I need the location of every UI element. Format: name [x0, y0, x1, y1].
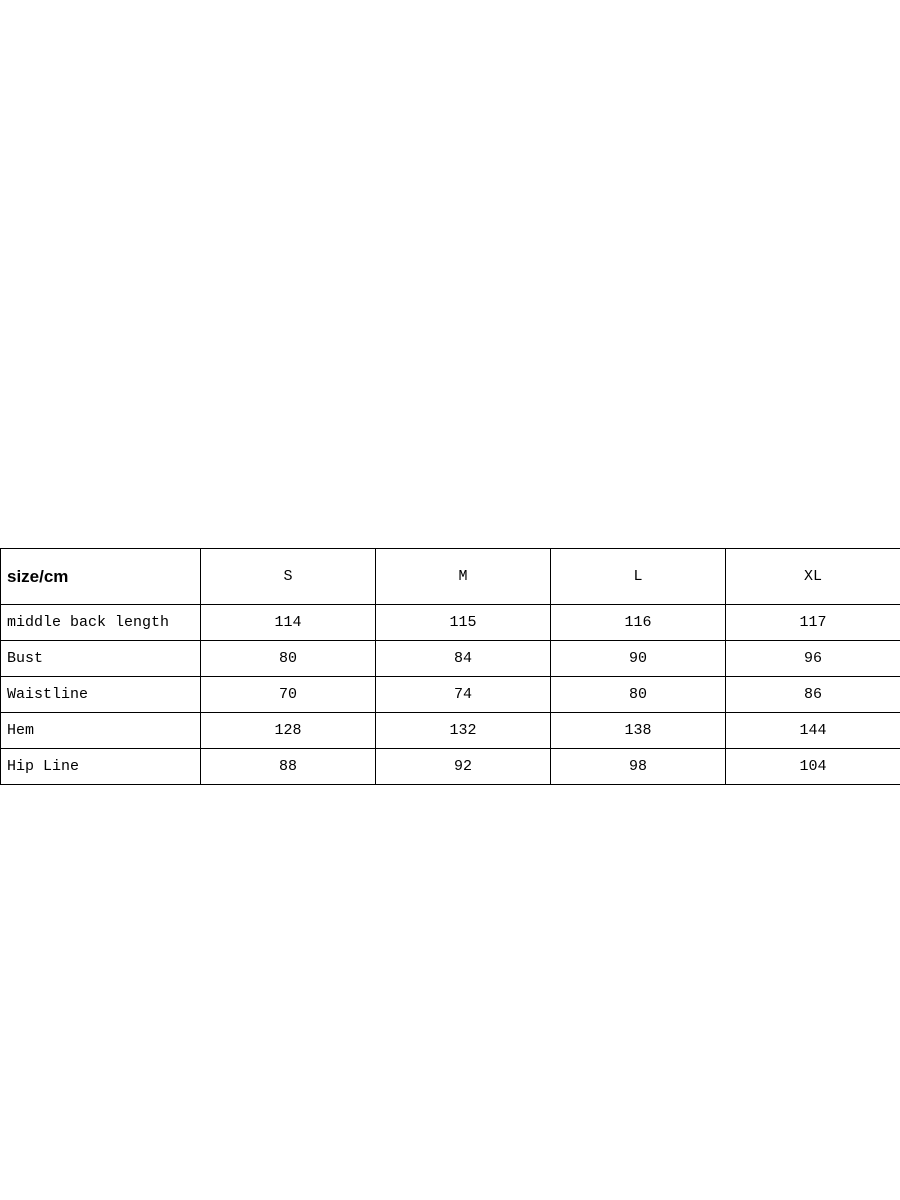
header-size-l: L: [551, 549, 726, 605]
cell-value: 144: [726, 713, 900, 749]
header-size-m: M: [376, 549, 551, 605]
table-row: Bust 80 84 90 96: [1, 641, 900, 677]
table-row: middle back length 114 115 116 117: [1, 605, 900, 641]
row-label: Bust: [1, 641, 201, 677]
cell-value: 70: [201, 677, 376, 713]
cell-value: 88: [201, 749, 376, 785]
row-label: Hip Line: [1, 749, 201, 785]
cell-value: 74: [376, 677, 551, 713]
cell-value: 92: [376, 749, 551, 785]
row-label: Waistline: [1, 677, 201, 713]
table-row: Hip Line 88 92 98 104: [1, 749, 900, 785]
size-chart-container: size/cm S M L XL middle back length 114 …: [0, 548, 900, 785]
row-label: Hem: [1, 713, 201, 749]
cell-value: 96: [726, 641, 900, 677]
cell-value: 117: [726, 605, 900, 641]
cell-value: 128: [201, 713, 376, 749]
cell-value: 114: [201, 605, 376, 641]
cell-value: 84: [376, 641, 551, 677]
cell-value: 90: [551, 641, 726, 677]
header-size-label: size/cm: [1, 549, 201, 605]
table-row: Waistline 70 74 80 86: [1, 677, 900, 713]
table-row: Hem 128 132 138 144: [1, 713, 900, 749]
header-size-s: S: [201, 549, 376, 605]
cell-value: 86: [726, 677, 900, 713]
cell-value: 104: [726, 749, 900, 785]
cell-value: 116: [551, 605, 726, 641]
cell-value: 80: [551, 677, 726, 713]
cell-value: 80: [201, 641, 376, 677]
size-chart-table: size/cm S M L XL middle back length 114 …: [0, 548, 900, 785]
cell-value: 138: [551, 713, 726, 749]
cell-value: 115: [376, 605, 551, 641]
row-label: middle back length: [1, 605, 201, 641]
table-header-row: size/cm S M L XL: [1, 549, 900, 605]
header-size-xl: XL: [726, 549, 900, 605]
cell-value: 132: [376, 713, 551, 749]
cell-value: 98: [551, 749, 726, 785]
